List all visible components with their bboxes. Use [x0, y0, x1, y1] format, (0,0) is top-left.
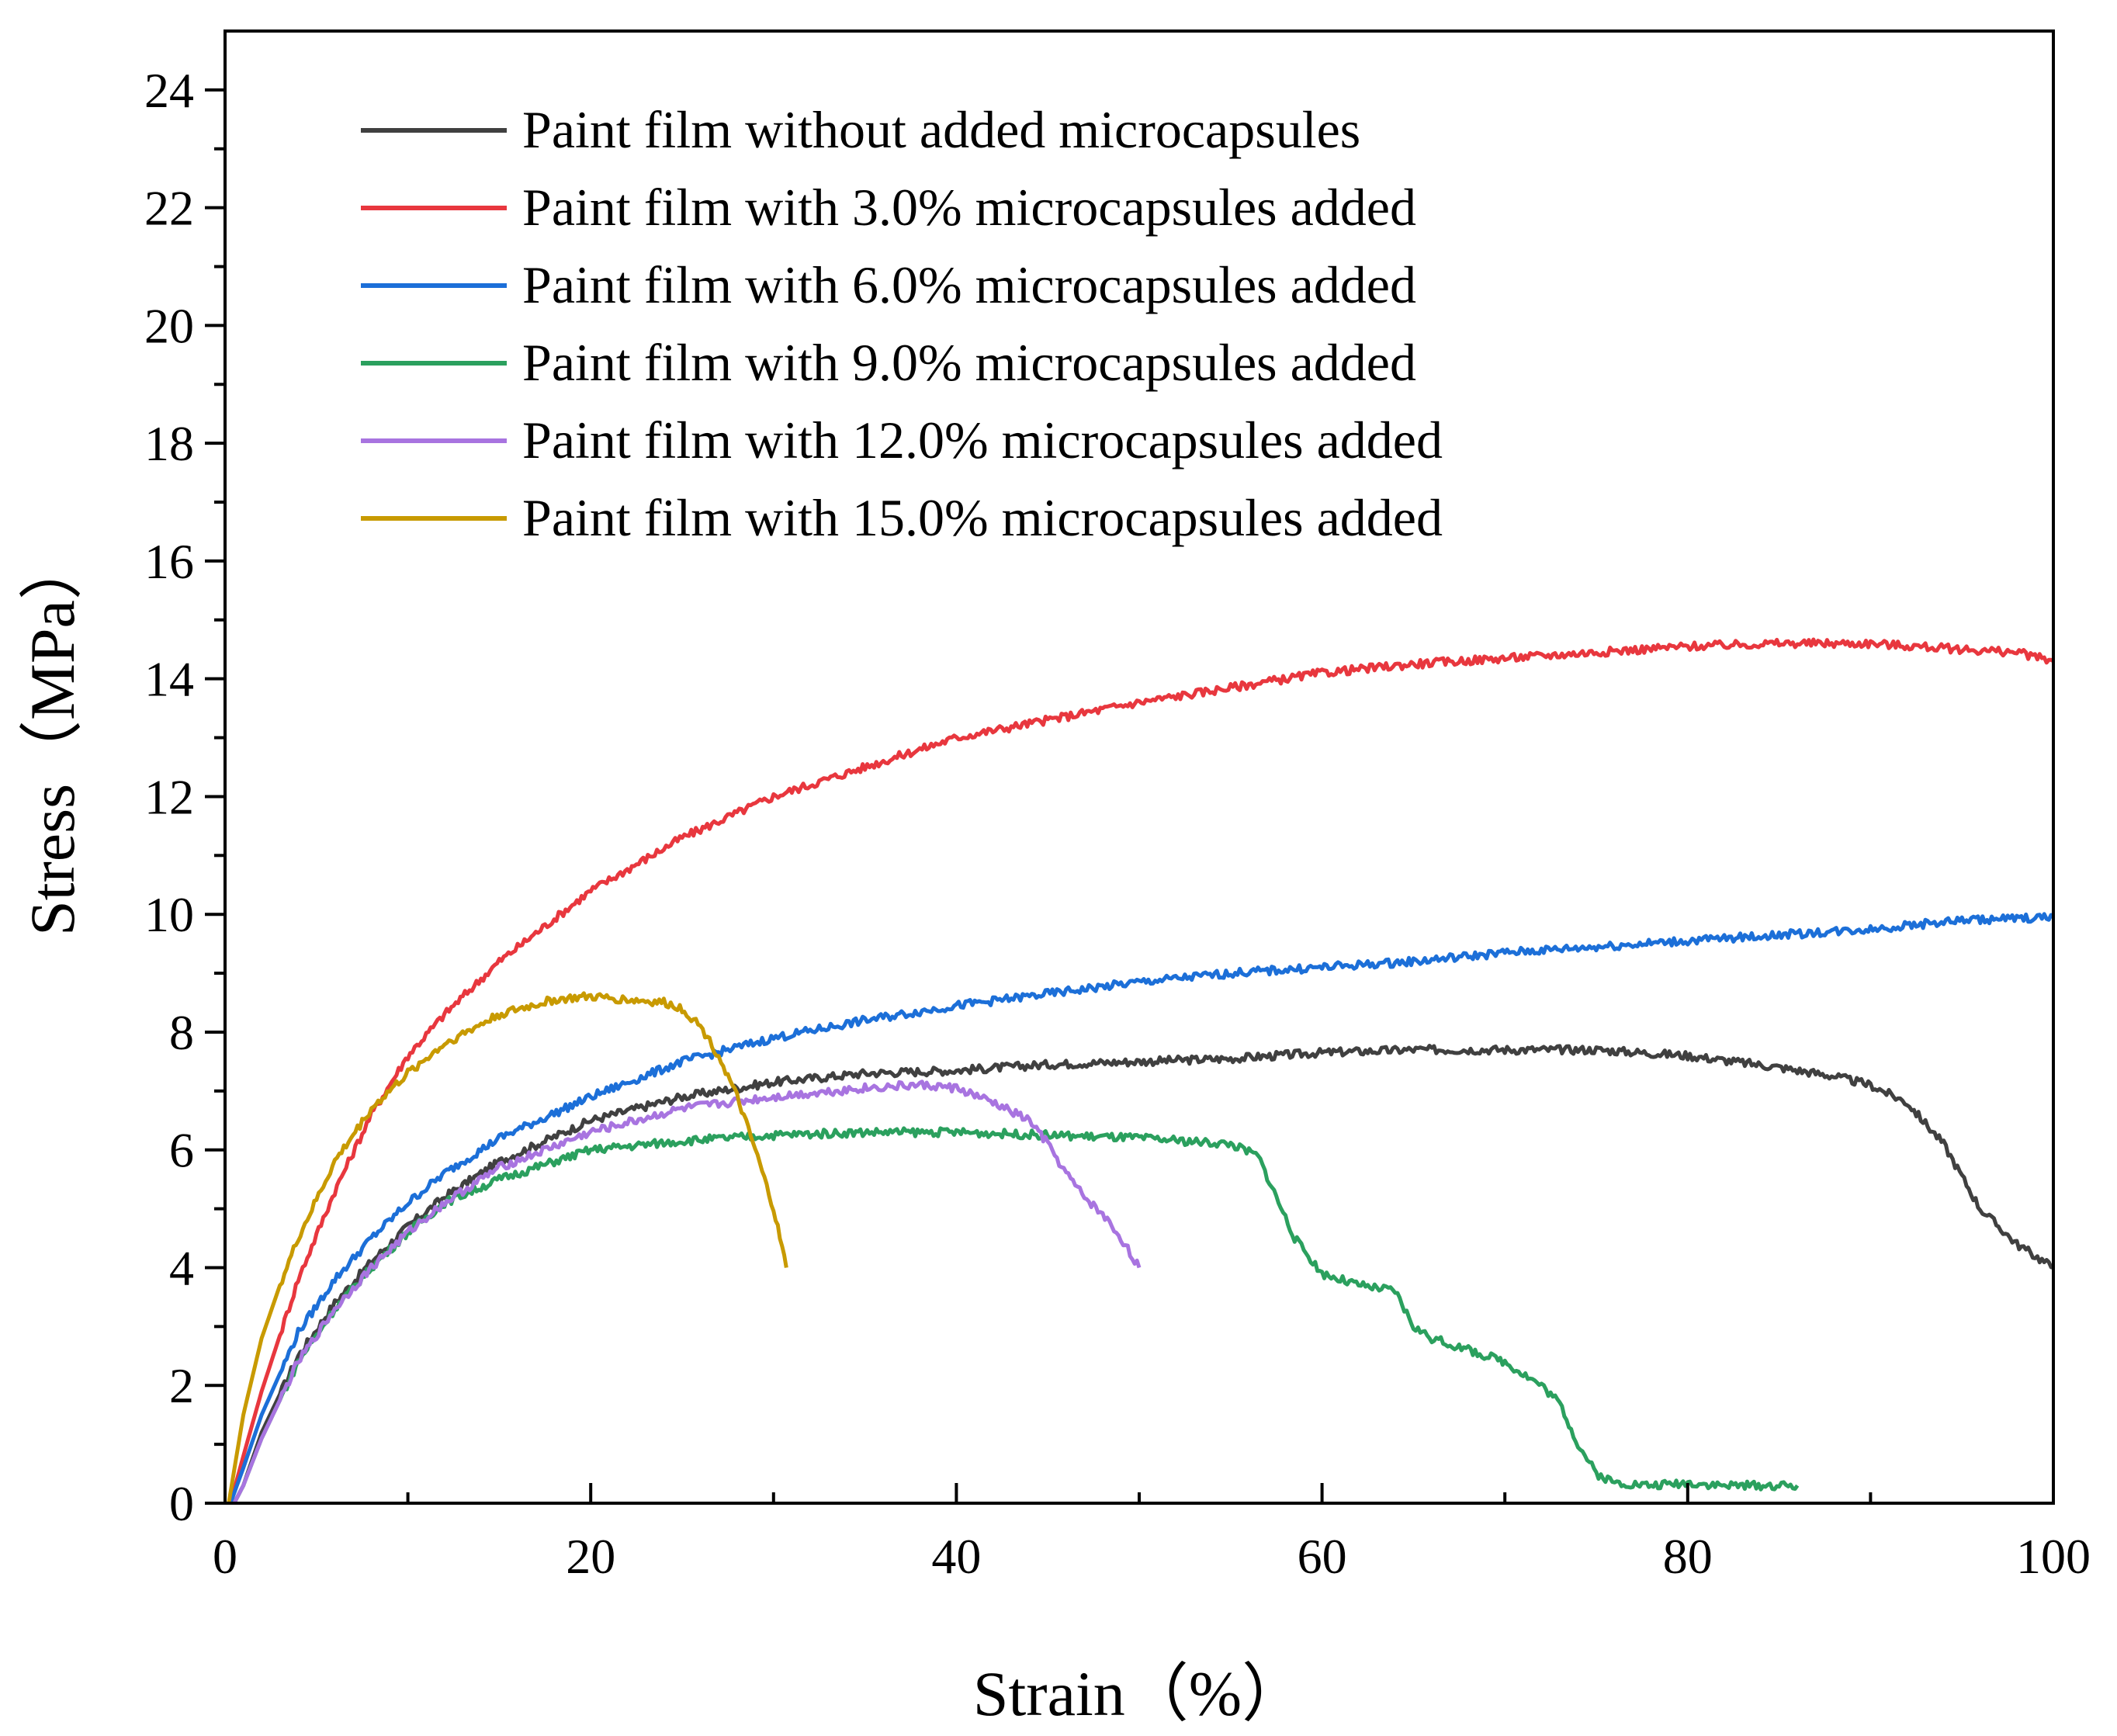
y-tick-label: 20	[144, 298, 194, 353]
axis-ticks	[205, 88, 2055, 1505]
x-tick-label: 60	[1298, 1529, 1347, 1584]
y-tick-label: 24	[144, 63, 194, 118]
x-axis-title: Strain（%）	[973, 1658, 1305, 1729]
y-tick-label: 14	[144, 652, 194, 707]
legend: Paint film without added microcapsules Pa…	[361, 100, 1443, 547]
x-tick-label: 20	[566, 1529, 615, 1584]
y-axis-title: Stress（MPa）	[17, 536, 88, 936]
series-line	[232, 1126, 1800, 1505]
y-tick-label: 0	[169, 1476, 194, 1531]
series-line	[232, 1079, 1142, 1505]
x-tick-label: 80	[1663, 1529, 1713, 1584]
series-line	[232, 1044, 2054, 1505]
legend-label: Paint film with 6.0% microcapsules added	[522, 255, 1416, 314]
legend-label: Paint film with 15.0% microcapsules adde…	[522, 488, 1443, 547]
y-tick-label: 22	[144, 181, 194, 236]
series-line	[228, 637, 2055, 1504]
y-tick-label: 18	[144, 416, 194, 471]
legend-label: Paint film without added microcapsules	[522, 100, 1360, 159]
legend-label: Paint film with 12.0% microcapsules adde…	[522, 411, 1443, 470]
x-tick-label: 40	[931, 1529, 981, 1584]
series-line	[227, 991, 788, 1504]
y-tick-label: 4	[169, 1240, 194, 1295]
y-tick-label: 2	[169, 1358, 194, 1413]
legend-label: Paint film with 3.0% microcapsules added	[522, 178, 1416, 237]
series-layer	[227, 637, 2055, 1505]
y-tick-label: 8	[169, 1005, 194, 1060]
x-tick-label: 100	[2016, 1529, 2091, 1584]
y-tick-label: 6	[169, 1123, 194, 1178]
x-tick-label: 0	[213, 1529, 237, 1584]
series-line	[228, 912, 2055, 1504]
legend-label: Paint film with 9.0% microcapsules added	[522, 333, 1416, 392]
y-tick-label: 10	[144, 887, 194, 942]
y-tick-label: 12	[144, 769, 194, 824]
y-tick-label: 16	[144, 534, 194, 589]
